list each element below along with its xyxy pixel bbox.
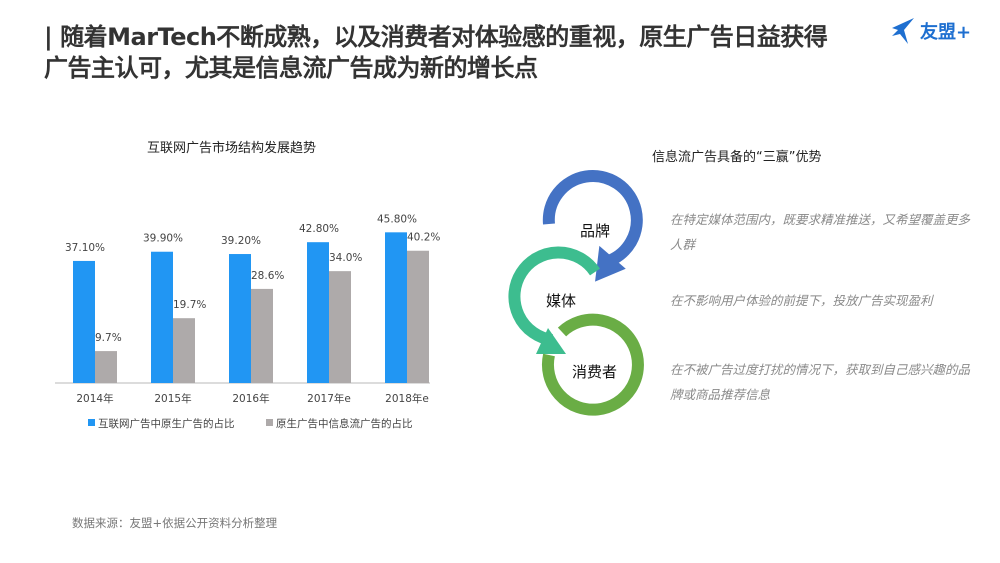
- x-tick-label: 2018年e: [385, 392, 429, 405]
- bar-native-1: [151, 251, 173, 383]
- bar-feed-0: [95, 351, 117, 383]
- bird-logo-icon: [892, 18, 914, 44]
- media-ring-arrow-icon: [508, 246, 600, 354]
- legend-swatch: [266, 419, 273, 426]
- data-label: 39.20%: [221, 235, 261, 247]
- legend-swatch: [88, 419, 95, 426]
- bar-feed-3: [329, 271, 351, 383]
- chart-title: 互联网广告市场结构发展趋势: [147, 141, 317, 156]
- ring-label-media: 媒体: [546, 292, 577, 310]
- logo-text: 友盟+: [920, 22, 972, 43]
- media-description: 在不影响用户体验的前提下，投放广告实现盈利: [670, 293, 933, 308]
- legend-label: 互联网广告中原生广告的占比: [98, 417, 235, 430]
- logo: 友盟+: [890, 16, 971, 46]
- consumer-ring-icon: [541, 313, 644, 416]
- title-line-2: 广告主认可，尤其是信息流广告成为新的增长点: [44, 54, 538, 82]
- consumer-description: 在不被广告过度打扰的情况下，获取到自己感兴趣的品牌或商品推荐信息: [670, 362, 971, 402]
- data-label: 28.6%: [251, 270, 284, 282]
- data-source: 数据来源：友盟+依据公开资料分析整理: [72, 516, 278, 530]
- brand-ring-arrow-icon: [542, 170, 643, 282]
- bar-native-4: [385, 232, 407, 383]
- title-line-1: | 随着MarTech不断成熟，以及消费者对体验感的重视，原生广告日益获得: [44, 23, 828, 51]
- slide-title: | 随着MarTech不断成熟，以及消费者对体验感的重视，原生广告日益获得 广告…: [44, 22, 828, 84]
- data-label: 37.10%: [65, 242, 105, 254]
- x-tick-label: 2015年: [154, 392, 191, 405]
- bar-native-3: [307, 242, 329, 383]
- x-tick-label: 2016年: [232, 392, 269, 405]
- bar-native-0: [73, 260, 95, 383]
- advantages-title: 信息流广告具备的“三赢”优势: [652, 150, 822, 165]
- data-label: 34.0%: [329, 252, 362, 264]
- ring-label-brand: 品牌: [580, 222, 611, 240]
- legend-label: 原生广告中信息流广告的占比: [276, 417, 413, 430]
- three-win-rings: [508, 170, 644, 416]
- bar-chart: 37.10% 9.7% 2014年 39.90% 19.7% 2015年 39.20% 28.…: [55, 213, 440, 430]
- x-tick-label: 2014年: [76, 392, 113, 405]
- data-label: 45.80%: [377, 213, 417, 225]
- bar-native-2: [229, 254, 251, 383]
- data-label: 42.80%: [299, 223, 339, 235]
- data-label: 19.7%: [173, 299, 206, 311]
- data-label: 9.7%: [95, 332, 122, 344]
- brand-description: 在特定媒体范围内，既要求精准推送，又希望覆盖更多人群: [670, 212, 971, 252]
- data-label: 40.2%: [407, 232, 440, 244]
- bar-feed-1: [173, 318, 195, 383]
- bar-feed-4: [407, 250, 429, 383]
- bar-feed-2: [251, 288, 273, 383]
- ring-label-consumer: 消费者: [572, 363, 618, 381]
- data-label: 39.90%: [143, 233, 183, 245]
- x-tick-label: 2017年e: [307, 392, 351, 405]
